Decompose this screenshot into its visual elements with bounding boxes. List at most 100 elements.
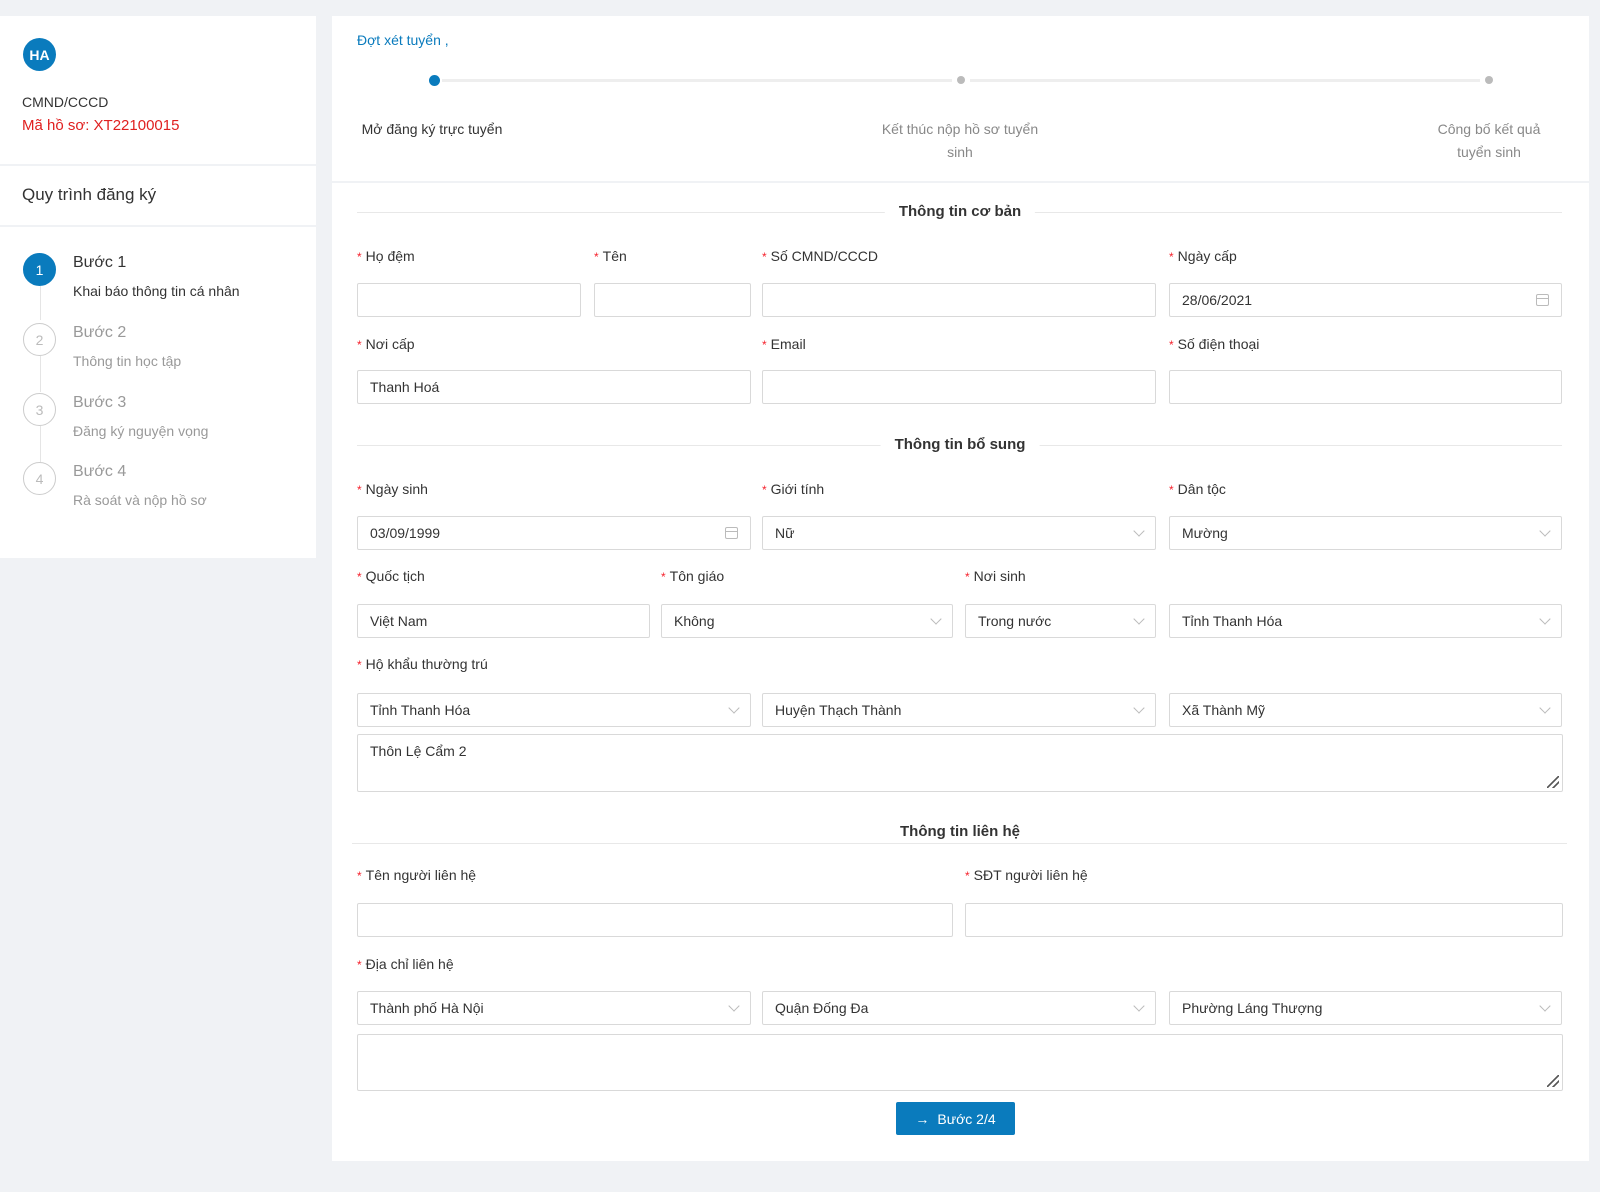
step-title: Bước 4	[73, 463, 127, 480]
dia-chi-district-value: Quận Đống Đa	[775, 1000, 869, 1016]
ho-khau-ward-value: Xã Thành Mỹ	[1182, 702, 1266, 718]
chevron-down-icon	[1133, 613, 1145, 625]
dan-toc-select[interactable]: Mường	[1169, 516, 1562, 550]
label-ten: * Tên	[594, 248, 627, 264]
label-quoc-tich: * Quốc tịch	[357, 568, 425, 584]
timeline-label: Mở đăng ký trực tuyển	[361, 121, 503, 137]
noi-sinh-value: Trong nước	[978, 613, 1052, 629]
step-4[interactable]: 4 Bước 4 Rà soát và nộp hồ sơ	[23, 462, 207, 508]
noi-sinh-select[interactable]: Trong nước	[965, 604, 1156, 638]
chevron-down-icon	[1539, 525, 1551, 537]
ton-giao-value: Không	[674, 613, 715, 629]
arrow-right-icon: →	[915, 1110, 930, 1127]
label-dia-chi: * Địa chỉ liên hệ	[357, 956, 454, 972]
avatar: HA	[23, 38, 56, 71]
chevron-down-icon	[1133, 1000, 1145, 1012]
label-ngay-cap: * Ngày cấp	[1169, 248, 1237, 264]
step-3[interactable]: 3 Bước 3 Đăng ký nguyện vọng	[23, 393, 208, 439]
ho-dem-input[interactable]	[357, 283, 581, 317]
timeline-dot	[1485, 76, 1493, 84]
step-title: Bước 2	[73, 324, 127, 341]
resize-handle-icon[interactable]	[1547, 776, 1559, 788]
id-label: CMND/CCCD	[22, 94, 109, 110]
resize-handle-icon[interactable]	[1547, 1075, 1559, 1087]
timeline-dot	[957, 76, 965, 84]
ho-khau-province-value: Tỉnh Thanh Hóa	[370, 702, 471, 718]
calendar-icon[interactable]	[725, 527, 738, 539]
step-1[interactable]: 1 Bước 1 Khai báo thông tin cá nhân	[23, 253, 240, 299]
chevron-down-icon	[1133, 525, 1145, 537]
dia-chi-district-select[interactable]: Quận Đống Đa	[762, 991, 1156, 1025]
dia-chi-province-value: Thành phố Hà Nội	[370, 1000, 484, 1016]
ngay-cap-datepicker[interactable]: 28/06/2021	[1169, 283, 1562, 317]
step-number: 2	[23, 323, 56, 356]
label-noi-sinh: * Nơi sinh	[965, 568, 1026, 584]
label-dan-toc: * Dân tộc	[1169, 481, 1226, 497]
calendar-icon[interactable]	[1536, 294, 1549, 306]
step-desc: Thông tin học tập	[73, 353, 182, 369]
file-code: Mã hồ sơ: XT22100015	[22, 117, 180, 134]
section-basic: Thông tin cơ bản	[884, 203, 1036, 220]
section-extra: Thông tin bổ sung	[880, 436, 1040, 453]
label-cmnd: * Số CMND/CCCD	[762, 248, 879, 264]
chevron-down-icon	[1539, 613, 1551, 625]
timeline-dot-active	[429, 75, 440, 86]
next-step-button[interactable]: → Bước 2/4	[896, 1102, 1015, 1135]
sdt-lien-he-input[interactable]	[965, 903, 1563, 937]
process-title: Quy trình đăng ký	[22, 185, 157, 204]
step-desc: Đăng ký nguyện vọng	[73, 423, 209, 439]
chevron-down-icon	[728, 702, 740, 714]
label-noi-cap: * Nơi cấp	[357, 336, 415, 352]
ton-giao-select[interactable]: Không	[661, 604, 953, 638]
noi-sinh-province-select[interactable]: Tỉnh Thanh Hóa	[1169, 604, 1562, 638]
chevron-down-icon	[1539, 1000, 1551, 1012]
cmnd-input[interactable]	[762, 283, 1156, 317]
step-number: 1	[23, 253, 56, 286]
noi-cap-input[interactable]: Thanh Hoá	[357, 370, 751, 404]
quoc-tich-input[interactable]: Việt Nam	[357, 604, 650, 638]
ho-khau-district-value: Huyện Thạch Thành	[775, 702, 902, 718]
timeline-label: Công bố kết quả tuyển sinh	[1437, 121, 1541, 160]
noi-sinh-province-value: Tỉnh Thanh Hóa	[1182, 613, 1283, 629]
ten-lien-he-input[interactable]	[357, 903, 953, 937]
label-ho-dem: * Họ đệm	[357, 248, 415, 264]
label-email: * Email	[762, 336, 806, 352]
step-number: 3	[23, 393, 56, 426]
section-contact: Thông tin liên hệ	[886, 823, 1034, 840]
dia-chi-ward-value: Phường Láng Thượng	[1182, 1000, 1323, 1016]
ho-khau-ward-select[interactable]: Xã Thành Mỹ	[1169, 693, 1562, 727]
ho-khau-district-select[interactable]: Huyện Thạch Thành	[762, 693, 1156, 727]
dan-toc-value: Mường	[1182, 525, 1228, 541]
email-input[interactable]	[762, 370, 1156, 404]
label-gioi-tinh: * Giới tính	[762, 481, 825, 497]
ngay-sinh-datepicker[interactable]: 03/09/1999	[357, 516, 751, 550]
chevron-down-icon	[728, 1000, 740, 1012]
ho-khau-address-value: Thôn Lệ Cẩm 2	[370, 743, 467, 759]
label-ngay-sinh: * Ngày sinh	[357, 481, 428, 497]
step-2[interactable]: 2 Bước 2 Thông tin học tập	[23, 323, 181, 369]
next-step-label: Bước 2/4	[937, 1110, 996, 1127]
chevron-down-icon	[930, 613, 942, 625]
timeline-label: Kết thúc nộp hồ sơ tuyển sinh	[881, 121, 1039, 160]
dia-chi-address-textarea[interactable]	[357, 1034, 1563, 1091]
round-title: Đợt xét tuyển ,	[357, 32, 449, 48]
gioi-tinh-select[interactable]: Nữ	[762, 516, 1156, 550]
step-title: Bước 3	[73, 394, 127, 411]
step-desc: Rà soát và nộp hồ sơ	[73, 492, 207, 508]
main-panel	[332, 16, 1589, 1161]
ten-input[interactable]	[594, 283, 751, 317]
dia-chi-province-select[interactable]: Thành phố Hà Nội	[357, 991, 751, 1025]
ho-khau-address-textarea[interactable]: Thôn Lệ Cẩm 2	[357, 734, 1563, 792]
label-ho-khau: * Hộ khẩu thường trú	[357, 656, 488, 672]
dia-chi-ward-select[interactable]: Phường Láng Thượng	[1169, 991, 1562, 1025]
ngay-cap-value: 28/06/2021	[1182, 292, 1253, 308]
profile-sidebar: HA CMND/CCCD Mã hồ sơ: XT22100015 Quy tr…	[0, 16, 316, 558]
label-sdt: * Số điện thoại	[1169, 336, 1260, 352]
ho-khau-province-select[interactable]: Tỉnh Thanh Hóa	[357, 693, 751, 727]
label-ton-giao: * Tôn giáo	[661, 568, 725, 584]
gioi-tinh-value: Nữ	[775, 525, 795, 541]
label-sdt-lien-he: * SĐT người liên hệ	[965, 867, 1088, 883]
chevron-down-icon	[1539, 702, 1551, 714]
sdt-input[interactable]	[1169, 370, 1562, 404]
step-desc: Khai báo thông tin cá nhân	[73, 283, 240, 299]
